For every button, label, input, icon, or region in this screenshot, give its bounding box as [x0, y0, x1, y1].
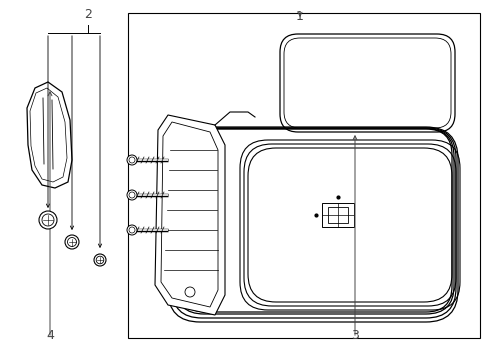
Bar [128, 13, 479, 338]
Circle shape [39, 211, 57, 229]
Circle shape [127, 190, 137, 200]
Text: 4: 4 [46, 329, 54, 342]
Bar [321, 203, 353, 227]
Circle shape [127, 155, 137, 165]
Polygon shape [27, 82, 72, 188]
Polygon shape [155, 115, 224, 315]
Bar [327, 207, 347, 223]
Circle shape [94, 254, 106, 266]
Circle shape [127, 225, 137, 235]
Circle shape [129, 227, 135, 233]
Circle shape [129, 157, 135, 163]
Text: 2: 2 [84, 8, 92, 21]
Circle shape [129, 192, 135, 198]
Text: 1: 1 [295, 10, 304, 23]
Text: 3: 3 [350, 329, 358, 342]
Circle shape [65, 235, 79, 249]
